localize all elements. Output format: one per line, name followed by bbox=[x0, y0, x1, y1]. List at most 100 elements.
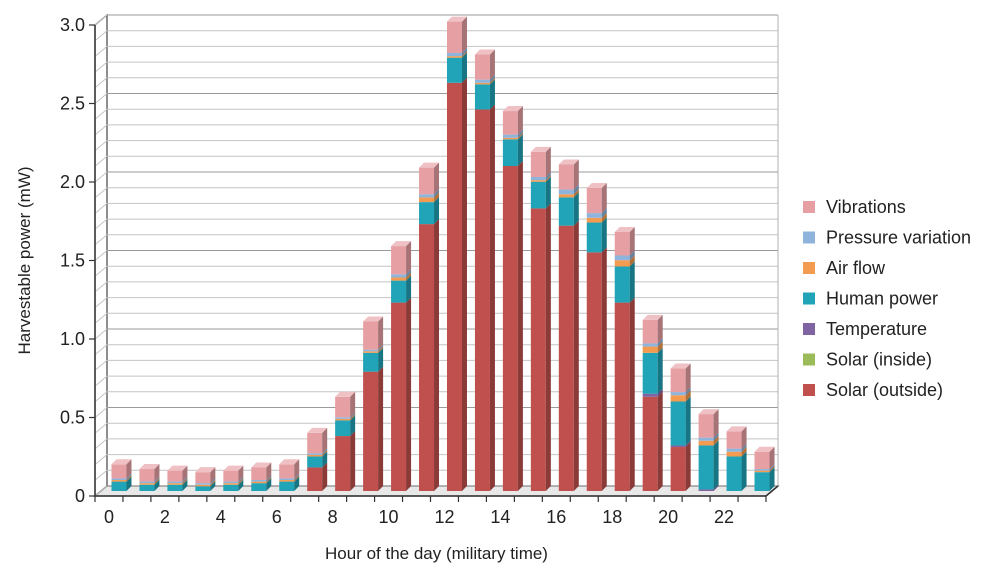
bar-segment-side bbox=[657, 391, 663, 491]
side-gridline bbox=[94, 108, 108, 120]
bar-top bbox=[419, 162, 440, 168]
bar-segment-side bbox=[629, 250, 635, 261]
bar-segment bbox=[279, 480, 295, 482]
bar-segment bbox=[335, 418, 351, 421]
bar-segment-side bbox=[266, 478, 272, 491]
bar-segment bbox=[698, 440, 714, 446]
bar-segment-side bbox=[685, 396, 691, 446]
bar-segment bbox=[614, 260, 630, 267]
bar-segment bbox=[642, 393, 658, 397]
bar-segment bbox=[279, 481, 295, 491]
bar-segment-side bbox=[182, 478, 188, 485]
bar-segment bbox=[195, 486, 211, 491]
bar-segment bbox=[307, 454, 323, 457]
side-gridline bbox=[94, 297, 108, 308]
gridlines bbox=[94, 14, 779, 497]
bar-top bbox=[754, 446, 775, 452]
y-axis-title: Harvestable power (mW) bbox=[15, 167, 34, 355]
bar-top bbox=[335, 391, 356, 397]
bar-segment bbox=[670, 368, 686, 393]
legend-label: Air flow bbox=[826, 258, 886, 278]
bar-top bbox=[670, 363, 691, 369]
bar-segment bbox=[307, 456, 323, 468]
bar-segment-side bbox=[741, 443, 747, 452]
bar-top bbox=[558, 159, 579, 165]
bar-segment-side bbox=[266, 476, 272, 484]
bar-segment-side bbox=[545, 203, 551, 491]
bar-segment bbox=[698, 414, 714, 438]
bar-segment-side bbox=[629, 255, 635, 267]
side-gridline bbox=[94, 140, 108, 151]
bar-segment-side bbox=[182, 479, 188, 491]
x-tick-labels: 0 2 4 6 8 10 12 14 16 18 20 22 bbox=[104, 507, 734, 527]
side-gridline bbox=[94, 281, 108, 293]
bar-segment-side bbox=[657, 388, 663, 397]
x-tick-label: 10 bbox=[379, 507, 399, 527]
bar-segment-side bbox=[461, 77, 467, 492]
bar-segment bbox=[670, 401, 686, 446]
bar-segment-side bbox=[378, 316, 384, 350]
bar-segment-side bbox=[126, 473, 132, 481]
bar-segment bbox=[307, 467, 323, 491]
bar-segment-side bbox=[713, 484, 719, 491]
bar-segment bbox=[391, 280, 407, 303]
side-gridline bbox=[94, 250, 108, 261]
bar-segment bbox=[167, 483, 183, 485]
bar-segment bbox=[419, 224, 435, 491]
bar-segment bbox=[139, 469, 155, 482]
bar-segment bbox=[754, 472, 770, 491]
bar-segment bbox=[446, 82, 462, 492]
bar-top bbox=[614, 226, 635, 232]
bar-segment bbox=[391, 246, 407, 275]
bar-segment bbox=[111, 481, 127, 491]
bar-segment bbox=[363, 371, 379, 491]
bar-segment-side bbox=[294, 476, 300, 491]
bar-segment bbox=[502, 139, 518, 167]
bar-segment-side bbox=[769, 467, 775, 491]
legend-swatch bbox=[803, 323, 815, 335]
side-gridline bbox=[94, 312, 108, 324]
bar-segment-side bbox=[266, 475, 272, 482]
bar-segment bbox=[419, 197, 435, 203]
side-gridline bbox=[94, 360, 108, 371]
side-gridline bbox=[94, 30, 108, 42]
y-tick-label: 3.0 bbox=[60, 15, 85, 35]
bar-segment bbox=[167, 481, 183, 484]
bar-segment bbox=[474, 54, 490, 80]
legend-label: Vibrations bbox=[826, 197, 906, 217]
bar-segment-side bbox=[378, 347, 384, 372]
bar-segment bbox=[391, 274, 407, 278]
bar-segment bbox=[726, 456, 742, 491]
bar-segment-side bbox=[489, 104, 495, 492]
bar-segment bbox=[670, 395, 686, 402]
bar-segment-side bbox=[489, 79, 495, 110]
legend-label: Temperature bbox=[826, 319, 927, 339]
bar-top bbox=[195, 467, 216, 473]
side-gridline bbox=[94, 155, 108, 167]
bar-top bbox=[139, 464, 160, 470]
bar-segment bbox=[335, 396, 351, 418]
bar-segment-side bbox=[685, 363, 691, 393]
bar-segment-side bbox=[238, 478, 244, 485]
bar-segment bbox=[446, 56, 462, 58]
bar-top bbox=[530, 146, 551, 152]
bar-segment bbox=[419, 202, 435, 225]
bar-segment-side bbox=[238, 465, 244, 482]
bar-segment bbox=[726, 448, 742, 452]
bar-segment-side bbox=[350, 415, 356, 437]
bar-segment bbox=[251, 480, 267, 482]
bar-segment bbox=[419, 194, 435, 198]
bar-segment bbox=[419, 167, 435, 195]
bar-segment-side bbox=[406, 269, 412, 278]
axes bbox=[89, 24, 779, 502]
bar-segment-side bbox=[713, 432, 719, 441]
bar-segment bbox=[754, 451, 770, 470]
bar-top bbox=[446, 16, 467, 22]
bar-segment bbox=[446, 52, 462, 57]
bar-segment bbox=[530, 180, 546, 182]
bar-segment-side bbox=[322, 462, 328, 491]
bar-segment-side bbox=[517, 106, 523, 135]
side-gridline bbox=[94, 234, 108, 246]
bar-segment-side bbox=[210, 478, 216, 485]
